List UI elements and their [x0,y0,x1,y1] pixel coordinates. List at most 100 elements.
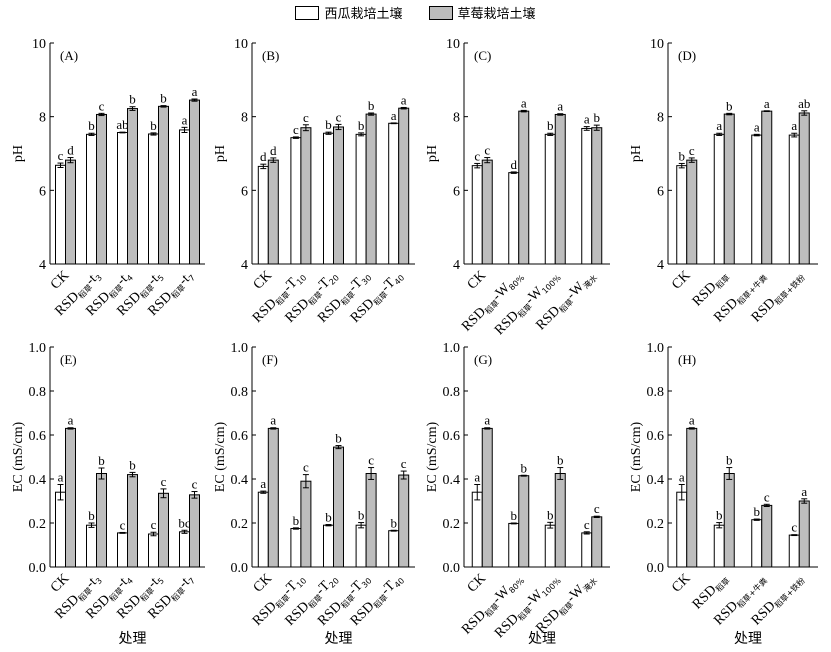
x-tick-label: RSD稻草-W淹水 [533,268,599,334]
y-tick-label: 4 [39,258,46,273]
significance-letter: b [150,118,157,133]
significance-letter: c [336,109,342,124]
significance-letter: c [192,477,198,492]
bar [257,491,269,568]
x-axis-label: 处理 [528,631,556,647]
significance-letter: a [801,484,807,499]
bar [290,137,302,265]
significance-letter: ab [798,96,810,111]
significance-letter: b [726,453,733,468]
y-tick-label: 10 [234,37,248,52]
y-tick-label: 0.2 [443,517,461,532]
bar [355,133,367,265]
y-tick-label: 1.0 [29,341,47,356]
panel-title: (A) [60,48,78,63]
bar [676,165,688,265]
significance-letter: c [368,453,374,468]
bar [388,122,400,265]
significance-letter: a [260,476,266,491]
significance-letter: c [303,110,309,125]
bar [290,528,302,568]
significance-letter: b [511,508,518,523]
bar [267,159,279,265]
y-tick-label: 0.4 [29,473,47,488]
y-tick-label: 0.6 [29,429,47,444]
panel-title: (E) [60,352,77,367]
significance-letter: a [754,119,760,134]
bar [127,108,138,265]
significance-letter: d [270,143,277,158]
significance-letter: c [120,517,126,532]
y-tick-label: 0.8 [443,385,461,400]
significance-letter: a [584,112,590,127]
y-tick-label: 0.8 [231,385,249,400]
significance-letter: d [67,143,74,158]
x-tick-label: CK [48,268,72,292]
significance-letter: a [764,96,770,111]
y-tick-label: 0.4 [231,473,249,488]
y-tick-label: 4 [657,258,664,273]
legend-swatch-gray [428,5,453,20]
x-tick-label: RSD稻草+铁粉 [749,268,807,326]
significance-letter: a [182,112,188,127]
y-tick-label: 0.0 [29,561,47,576]
y-tick-label: 10 [446,37,460,52]
bar [544,524,556,568]
bar [713,524,725,568]
significance-letter: a [474,470,480,485]
bar [481,427,493,568]
y-axis-label: pH [425,145,440,162]
bar [686,427,698,568]
bar [117,532,128,568]
significance-letter: c [764,489,770,504]
y-tick-label: 6 [657,184,664,199]
bar [713,133,725,265]
significance-letter: b [358,508,365,523]
significance-letter: b [293,513,300,528]
significance-letter: c [791,520,797,535]
significance-letter: c [594,501,600,516]
significance-letter: b [716,508,723,523]
y-tick-label: 8 [657,111,664,126]
significance-letter: a [557,99,563,114]
significance-letter: a [192,84,198,99]
significance-letter: b [547,118,554,133]
x-axis-label: 处理 [119,631,147,647]
bar [481,159,493,265]
y-tick-label: 10 [650,37,664,52]
bar [798,500,810,568]
panel-title: (C) [474,48,491,63]
legend-label: 草莓栽培土壤 [457,7,536,22]
bar [723,473,735,568]
bar [365,113,377,265]
significance-letter: b [390,515,397,530]
significance-letter: c [151,517,157,532]
bar [365,473,377,568]
y-tick-label: 10 [32,37,46,52]
significance-letter: a [689,413,695,428]
significance-letter: bc [178,515,191,530]
bar [300,127,312,265]
bar [189,494,200,568]
bar [267,427,279,568]
x-axis-label: 处理 [325,631,353,647]
panel-e: 0.00.20.40.60.81.0EC (mS/cm)(E)处理aaCKbbR… [11,341,205,647]
bar [581,127,593,265]
y-tick-label: 8 [241,111,248,126]
legend-swatch-white [295,5,320,20]
significance-letter: b [129,457,136,472]
x-tick-label: CK [465,268,489,292]
significance-letter: b [325,510,332,525]
significance-letter: a [68,413,74,428]
panel-title: (G) [474,352,492,367]
bar [55,164,66,265]
bar [676,491,688,568]
bar [323,132,334,265]
y-tick-label: 0.2 [29,517,47,532]
significance-letter: b [521,460,528,475]
significance-letter: b [358,118,365,133]
